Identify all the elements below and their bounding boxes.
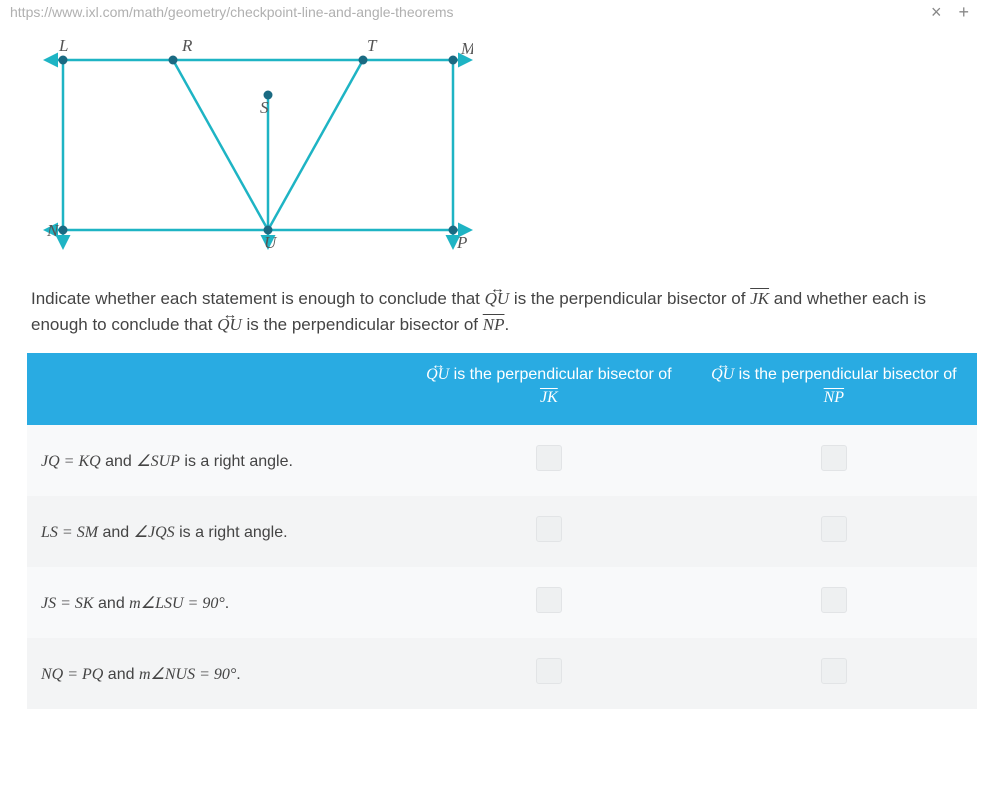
svg-text:N: N: [46, 221, 60, 240]
q-part1: Indicate whether each statement is enoug…: [31, 289, 485, 308]
table-row: JQ = KQ and ∠SUP is a right angle.: [27, 425, 977, 496]
stmt-post: is a right angle.: [180, 453, 293, 470]
tab-close-icon[interactable]: ×: [931, 2, 942, 22]
checkbox-cell-np: [691, 638, 977, 709]
q-part4: is the perpendicular bisector of: [242, 315, 483, 334]
q-np1: NP: [483, 315, 505, 334]
th-mid-jk: is the perpendicular bisector of: [449, 366, 671, 383]
geometry-diagram: L R S T M N U P: [33, 30, 473, 265]
table-header-np: QU is the perpendicular bisector of NP: [691, 353, 977, 425]
svg-text:U: U: [264, 233, 278, 252]
table-header-jk: QU is the perpendicular bisector of JK: [407, 353, 691, 425]
checkbox-np[interactable]: [821, 587, 847, 613]
question-text: Indicate whether each statement is enoug…: [15, 282, 970, 353]
checkbox-cell-np: [691, 496, 977, 567]
statement-cell: JS = SK and m∠LSU = 90°.: [27, 567, 407, 638]
stmt-eq: JS = SK: [41, 595, 94, 612]
svg-text:P: P: [456, 233, 467, 252]
stmt-angle: m∠LSU = 90°: [129, 595, 225, 612]
th-mid-np: is the perpendicular bisector of: [734, 366, 956, 383]
stmt-and: and: [94, 595, 130, 612]
checkbox-jk[interactable]: [536, 516, 562, 542]
checkbox-cell-jk: [407, 567, 691, 638]
q-jk1: JK: [750, 289, 769, 308]
svg-text:S: S: [260, 98, 269, 117]
svg-text:L: L: [58, 36, 68, 55]
th-qu-jk: QU: [426, 363, 449, 386]
table-row: NQ = PQ and m∠NUS = 90°.: [27, 638, 977, 709]
checkbox-cell-jk: [407, 638, 691, 709]
stmt-and: and: [101, 453, 137, 470]
stmt-post: is a right angle.: [175, 524, 288, 541]
checkbox-cell-np: [691, 425, 977, 496]
th-seg-jk: JK: [540, 389, 558, 406]
stmt-eq: NQ = PQ: [41, 666, 103, 683]
checkbox-jk[interactable]: [536, 658, 562, 684]
stmt-eq: LS = SM: [41, 524, 98, 541]
statement-cell: NQ = PQ and m∠NUS = 90°.: [27, 638, 407, 709]
q-part2: is the perpendicular bisector of: [509, 289, 750, 308]
checkbox-np[interactable]: [821, 516, 847, 542]
stmt-and: and: [98, 524, 134, 541]
statement-cell: LS = SM and ∠JQS is a right angle.: [27, 496, 407, 567]
main-content: L R S T M N U P Indicate whether each statement…: [0, 24, 985, 709]
statement-cell: JQ = KQ and ∠SUP is a right angle.: [27, 425, 407, 496]
stmt-angle: ∠JQS: [134, 524, 175, 541]
svg-text:M: M: [460, 39, 473, 58]
svg-text:T: T: [367, 36, 378, 55]
q-qu1: QU: [485, 286, 510, 312]
tab-controls: × +: [925, 2, 975, 23]
th-seg-np: NP: [824, 389, 844, 406]
table-header-row: QU is the perpendicular bisector of JK Q…: [27, 353, 977, 425]
checkbox-jk[interactable]: [536, 445, 562, 471]
tab-add-icon[interactable]: +: [958, 2, 969, 22]
q-qu2: QU: [217, 312, 242, 338]
checkbox-jk[interactable]: [536, 587, 562, 613]
checkbox-cell-np: [691, 567, 977, 638]
statements-table: QU is the perpendicular bisector of JK Q…: [27, 353, 977, 709]
url-bar[interactable]: https://www.ixl.com/math/geometry/checkp…: [0, 0, 985, 24]
table-row: JS = SK and m∠LSU = 90°.: [27, 567, 977, 638]
checkbox-np[interactable]: [821, 445, 847, 471]
stmt-post: .: [225, 595, 229, 612]
stmt-eq: JQ = KQ: [41, 453, 101, 470]
stmt-angle: ∠SUP: [136, 453, 180, 470]
stmt-and: and: [103, 666, 139, 683]
checkbox-cell-jk: [407, 496, 691, 567]
table-row: LS = SM and ∠JQS is a right angle.: [27, 496, 977, 567]
stmt-post: .: [236, 666, 240, 683]
checkbox-cell-jk: [407, 425, 691, 496]
svg-text:R: R: [181, 36, 193, 55]
stmt-angle: m∠NUS = 90°: [139, 666, 236, 683]
table-header-blank: [27, 353, 407, 425]
th-qu-np: QU: [711, 363, 734, 386]
checkbox-np[interactable]: [821, 658, 847, 684]
q-part5: .: [504, 315, 509, 334]
